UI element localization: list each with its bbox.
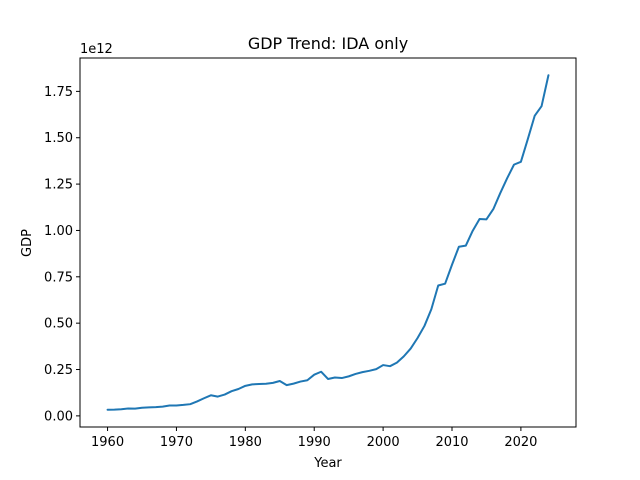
data-point [458,246,460,248]
data-point [320,371,322,373]
plot-frame [79,57,577,428]
data-point [313,374,315,376]
data-point [148,406,150,408]
y-axis-offset-label: 1e12 [80,42,113,57]
data-point [499,192,501,194]
data-point [417,337,419,339]
y-tick-label: 1.00 [44,224,73,239]
data-point [410,348,412,350]
chart-title: GDP Trend: IDA only [248,34,408,53]
data-point [224,394,226,396]
data-point [444,283,446,285]
data-point [451,264,453,266]
data-point [293,383,295,385]
data-point [113,409,115,411]
x-tick-label: 2010 [435,435,468,450]
data-point [527,138,529,140]
y-tick-label: 0.75 [44,270,73,285]
data-point [306,379,308,381]
data-point [396,362,398,364]
data-point [286,384,288,386]
data-point [355,373,357,375]
data-point [299,381,301,383]
data-point [175,404,177,406]
data-point [506,177,508,179]
data-point [520,161,522,163]
x-axis-title: Year [313,456,342,471]
y-axis-title: GDP [20,229,35,257]
data-point [265,383,267,385]
data-point [513,164,515,166]
data-point [237,388,239,390]
data-point [182,404,184,406]
data-point [403,355,405,357]
data-point [244,385,246,387]
data-point [423,325,425,327]
data-point [169,404,171,406]
data-point [127,407,129,409]
data-point [210,394,212,396]
y-tick-label: 0.00 [44,409,73,424]
data-point [485,218,487,220]
y-tick-label: 1.50 [44,131,73,146]
series-layer [106,74,550,411]
data-point [382,364,384,366]
data-point [231,390,233,392]
x-tick-label: 2020 [504,435,537,450]
data-point [361,371,363,373]
y-axis-ticks: 0.00 0.25 0.50 0.75 1.00 1.25 1.50 1.75 [44,85,80,424]
series-line [106,74,550,411]
data-point [251,383,253,385]
y-tick-label: 0.50 [44,317,73,332]
data-point [134,408,136,410]
data-point [141,407,143,409]
data-point [334,376,336,378]
data-point [341,377,343,379]
x-axis-ticks: 1960 1970 1980 1990 2000 2010 2020 [91,427,537,450]
data-point [541,105,543,107]
data-point [189,403,191,405]
y-tick-label: 0.25 [44,363,73,378]
data-point [479,218,481,220]
data-point [107,409,109,411]
data-point [437,285,439,287]
data-point [534,115,536,117]
x-tick-label: 1980 [229,435,262,450]
data-point [279,380,281,382]
data-point [430,308,432,310]
x-tick-label: 1970 [160,435,193,450]
data-point [258,383,260,385]
data-point [368,370,370,372]
data-point [547,74,549,76]
data-point [272,382,274,384]
x-tick-label: 1960 [91,435,124,450]
data-point [389,365,391,367]
data-point [155,406,157,408]
x-tick-label: 2000 [367,435,400,450]
data-point [162,406,164,408]
data-point [203,397,205,399]
x-tick-label: 1990 [298,435,331,450]
data-point [472,230,474,232]
y-tick-label: 1.75 [44,85,73,100]
data-point [348,375,350,377]
data-point [217,396,219,398]
y-tick-label: 1.25 [44,178,73,193]
data-point [465,245,467,247]
data-point [327,378,329,380]
data-point [120,408,122,410]
data-point [492,208,494,210]
data-point [196,400,198,402]
data-point [375,368,377,370]
